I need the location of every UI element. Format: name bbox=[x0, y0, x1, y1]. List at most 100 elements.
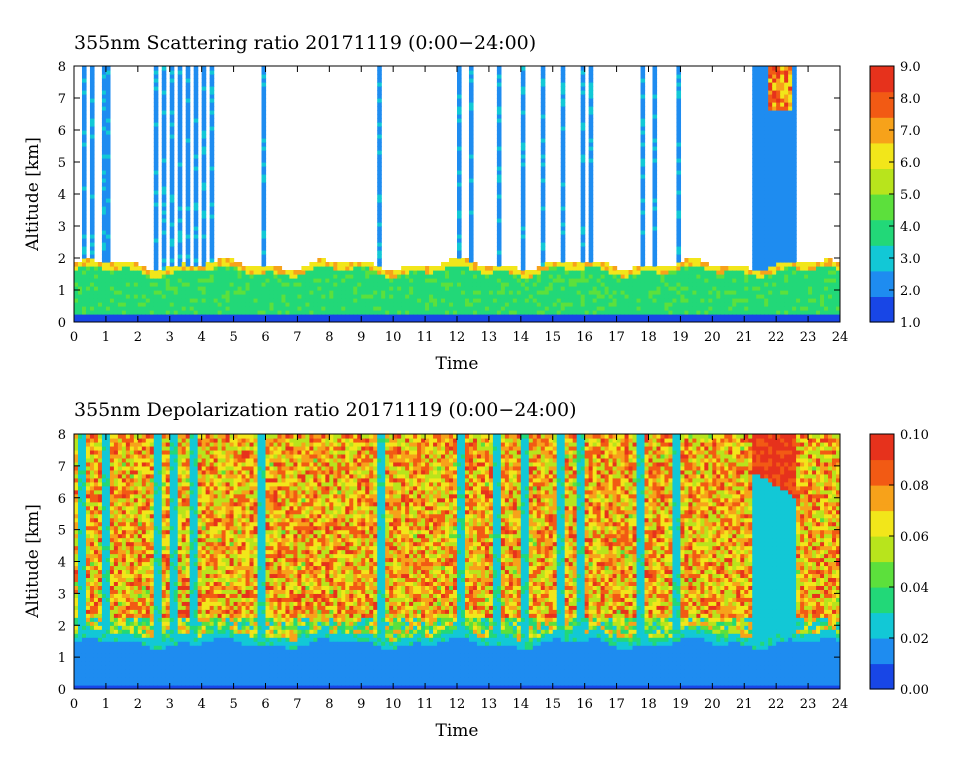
heatmap-cell bbox=[377, 114, 382, 119]
heatmap-cell bbox=[652, 94, 657, 99]
heatmap-cell bbox=[768, 98, 773, 103]
heatmap-cell bbox=[768, 250, 773, 255]
heatmap-cell bbox=[768, 238, 773, 243]
heatmap-cell bbox=[652, 154, 657, 159]
heatmap-cell bbox=[329, 282, 334, 287]
heatmap-cell bbox=[178, 198, 183, 203]
heatmap-cell bbox=[357, 290, 362, 295]
heatmap-cell bbox=[301, 314, 306, 319]
heatmap-cell bbox=[82, 605, 87, 610]
heatmap-cell bbox=[768, 290, 773, 295]
heatmap-cell bbox=[134, 278, 139, 283]
heatmap-cell bbox=[652, 86, 657, 91]
heatmap-cell bbox=[529, 314, 534, 319]
heatmap-cell bbox=[106, 186, 111, 191]
heatmap-cell bbox=[521, 186, 526, 191]
heatmap-cell bbox=[82, 254, 87, 259]
heatmap-cell bbox=[86, 617, 91, 622]
heatmap-cell bbox=[457, 246, 462, 251]
heatmap-cell bbox=[166, 270, 171, 275]
heatmap-cell bbox=[162, 214, 167, 219]
heatmap-cell bbox=[317, 306, 322, 311]
heatmap-cell bbox=[633, 306, 638, 311]
x-tick-label: 16 bbox=[576, 330, 593, 345]
heatmap-cell bbox=[258, 306, 263, 311]
heatmap-cell bbox=[652, 294, 657, 299]
heatmap-cell bbox=[672, 274, 677, 279]
heatmap-cell bbox=[329, 298, 334, 303]
heatmap-cell bbox=[262, 282, 267, 287]
heatmap-cell bbox=[186, 258, 191, 263]
heatmap-cell bbox=[764, 218, 769, 223]
heatmap-cell bbox=[301, 310, 306, 315]
heatmap-cell bbox=[74, 454, 79, 459]
heatmap-cell bbox=[353, 294, 358, 299]
heatmap-cell bbox=[589, 230, 594, 235]
heatmap-cell bbox=[82, 565, 87, 570]
heatmap-cell bbox=[122, 262, 127, 267]
heatmap-cell bbox=[796, 314, 801, 319]
heatmap-cell bbox=[409, 278, 414, 283]
heatmap-cell bbox=[780, 126, 785, 131]
heatmap-cell bbox=[780, 142, 785, 147]
heatmap-cell bbox=[445, 262, 450, 267]
heatmap-cell bbox=[820, 314, 825, 319]
heatmap-cell bbox=[533, 314, 538, 319]
heatmap-cell bbox=[409, 298, 414, 303]
heatmap-cell bbox=[170, 234, 175, 239]
heatmap-cell bbox=[756, 242, 761, 247]
heatmap-cell bbox=[194, 146, 199, 151]
heatmap-cell bbox=[641, 306, 646, 311]
heatmap-cell bbox=[421, 306, 426, 311]
heatmap-cell bbox=[82, 238, 87, 243]
heatmap-cell bbox=[377, 246, 382, 251]
heatmap-cell bbox=[417, 274, 422, 279]
heatmap-cell bbox=[170, 310, 175, 315]
heatmap-cell bbox=[413, 302, 418, 307]
heatmap-cell bbox=[609, 266, 614, 271]
heatmap-cell bbox=[166, 298, 171, 303]
heatmap-cell bbox=[461, 302, 466, 307]
heatmap-cell bbox=[764, 242, 769, 247]
heatmap-cell bbox=[74, 314, 79, 319]
heatmap-cell bbox=[664, 282, 669, 287]
heatmap-cell bbox=[421, 282, 426, 287]
heatmap-cell bbox=[680, 310, 685, 315]
heatmap-cell bbox=[353, 262, 358, 267]
heatmap-cell bbox=[720, 282, 725, 287]
x-tick-label: 23 bbox=[800, 330, 817, 345]
heatmap-cell bbox=[533, 278, 538, 283]
heatmap-cell bbox=[780, 266, 785, 271]
heatmap-cell bbox=[262, 250, 267, 255]
heatmap-cell bbox=[449, 306, 454, 311]
heatmap-cell bbox=[313, 294, 318, 299]
heatmap-cell bbox=[86, 506, 91, 511]
colorbar-swatch bbox=[870, 194, 894, 201]
heatmap-cell bbox=[361, 310, 366, 315]
heatmap-cell bbox=[680, 294, 685, 299]
heatmap-cell bbox=[317, 278, 322, 283]
heatmap-cell bbox=[178, 254, 183, 259]
heatmap-cell bbox=[768, 146, 773, 151]
heatmap-cell bbox=[453, 294, 458, 299]
heatmap-cell bbox=[413, 286, 418, 291]
heatmap-cell bbox=[242, 278, 247, 283]
heatmap-cell bbox=[469, 182, 474, 187]
heatmap-cell bbox=[82, 146, 87, 151]
heatmap-cell bbox=[82, 74, 87, 79]
heatmap-cell bbox=[341, 286, 346, 291]
heatmap-cell bbox=[593, 274, 598, 279]
heatmap-cell bbox=[277, 294, 282, 299]
heatmap-cell bbox=[134, 306, 139, 311]
heatmap-cell bbox=[788, 122, 793, 127]
heatmap-cell bbox=[581, 222, 586, 227]
heatmap-cell bbox=[764, 102, 769, 107]
heatmap-cell bbox=[90, 102, 95, 107]
heatmap-cell bbox=[788, 138, 793, 143]
heatmap-cell bbox=[768, 78, 773, 83]
heatmap-cell bbox=[106, 194, 111, 199]
heatmap-cell bbox=[752, 218, 757, 223]
heatmap-cell bbox=[150, 314, 155, 319]
heatmap-cell bbox=[772, 282, 777, 287]
heatmap-cell bbox=[784, 122, 789, 127]
